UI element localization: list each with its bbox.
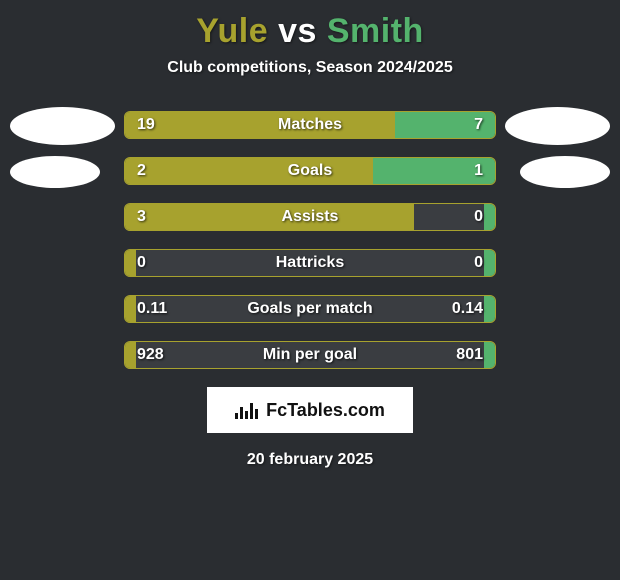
comparison-card: Yule vs Smith Club competitions, Season … bbox=[0, 0, 620, 580]
stat-label: Hattricks bbox=[125, 250, 495, 276]
stat-value-left: 928 bbox=[137, 342, 164, 368]
bars-icon bbox=[235, 401, 260, 419]
site-logo-text: FcTables.com bbox=[266, 400, 385, 421]
player-avatar-left bbox=[10, 107, 115, 145]
player-avatar-right bbox=[520, 156, 610, 188]
stat-value-right: 0.14 bbox=[452, 296, 483, 322]
stat-bar-fill-right bbox=[484, 296, 495, 322]
stat-bar-fill-left bbox=[125, 158, 373, 184]
stat-bar: 30Assists bbox=[124, 203, 496, 231]
stat-value-left: 0.11 bbox=[137, 296, 167, 322]
stat-bar: 21Goals bbox=[124, 157, 496, 185]
stat-bar-fill-right bbox=[484, 250, 495, 276]
card-title: Yule vs Smith bbox=[0, 12, 620, 51]
site-logo-box: FcTables.com bbox=[207, 387, 413, 433]
title-left-name: Yule bbox=[196, 12, 268, 50]
stat-bar-fill-right bbox=[484, 204, 495, 230]
stat-label: Min per goal bbox=[125, 342, 495, 368]
stat-row: 0.11 0.14Goals per match bbox=[0, 295, 620, 325]
stat-value-right: 0 bbox=[474, 204, 483, 230]
stat-row: 197Matches bbox=[0, 111, 620, 141]
stat-value-right: 801 bbox=[456, 342, 483, 368]
stat-bar-fill-left bbox=[125, 204, 414, 230]
stat-rows-container: 197Matches21Goals30Assists00Hattricks0.1… bbox=[0, 111, 620, 371]
stat-bar: 0.11 0.14Goals per match bbox=[124, 295, 496, 323]
stat-bar: 928 801Min per goal bbox=[124, 341, 496, 369]
stat-bar-fill-right bbox=[395, 112, 495, 138]
stat-value-right: 0 bbox=[474, 250, 483, 276]
stat-bar-fill-right bbox=[484, 342, 495, 368]
stat-row: 21Goals bbox=[0, 157, 620, 187]
stat-bar: 0 0Hattricks bbox=[124, 249, 496, 277]
stat-bar-fill-left bbox=[125, 296, 136, 322]
date-text: 20 february 2025 bbox=[0, 451, 620, 469]
player-avatar-right bbox=[505, 107, 610, 145]
title-vs: vs bbox=[278, 12, 317, 50]
stat-bar-fill-left bbox=[125, 342, 136, 368]
stat-bar-fill-left bbox=[125, 250, 136, 276]
stat-label: Goals per match bbox=[125, 296, 495, 322]
stat-bar-fill-left bbox=[125, 112, 395, 138]
player-avatar-left bbox=[10, 156, 100, 188]
card-subtitle: Club competitions, Season 2024/2025 bbox=[0, 59, 620, 77]
stat-bar: 197Matches bbox=[124, 111, 496, 139]
stat-bar-fill-right bbox=[373, 158, 495, 184]
stat-row: 0 0Hattricks bbox=[0, 249, 620, 279]
stat-row: 928 801Min per goal bbox=[0, 341, 620, 371]
stat-row: 30Assists bbox=[0, 203, 620, 233]
stat-value-left: 0 bbox=[137, 250, 146, 276]
title-right-name: Smith bbox=[327, 12, 424, 50]
